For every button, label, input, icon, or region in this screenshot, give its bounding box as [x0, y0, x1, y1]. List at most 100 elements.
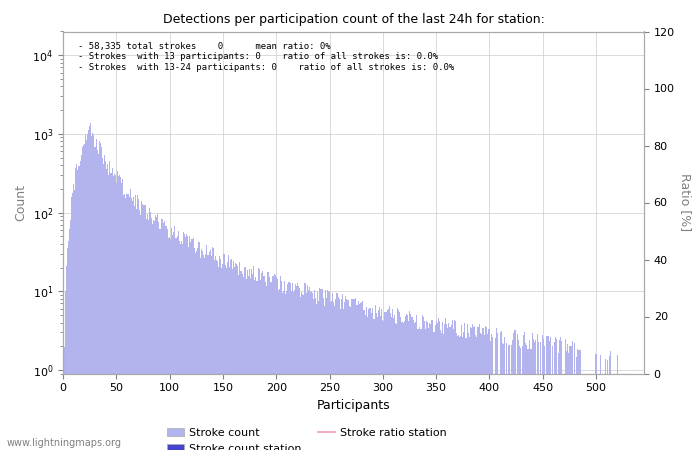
Bar: [605, 359, 606, 450]
Bar: [365, 315, 366, 450]
Bar: [84, 144, 85, 450]
Bar: [410, 314, 411, 450]
Bar: [523, 335, 524, 450]
Bar: [550, 337, 551, 450]
Bar: [266, 286, 267, 450]
Bar: [172, 234, 174, 450]
Bar: [73, 184, 74, 450]
Bar: [413, 320, 414, 450]
Bar: [399, 312, 400, 450]
Bar: [522, 346, 523, 450]
Bar: [295, 284, 296, 450]
Bar: [391, 317, 392, 450]
Bar: [379, 306, 380, 450]
Bar: [181, 241, 182, 450]
Bar: [500, 331, 502, 450]
Bar: [455, 321, 456, 450]
Bar: [457, 336, 458, 450]
Bar: [102, 158, 103, 450]
Bar: [538, 342, 539, 450]
Bar: [139, 210, 140, 450]
Bar: [281, 281, 282, 450]
Bar: [233, 261, 234, 450]
Bar: [74, 190, 76, 450]
Bar: [348, 300, 349, 450]
Bar: [229, 267, 230, 450]
Bar: [572, 341, 573, 450]
Bar: [87, 135, 88, 450]
Bar: [394, 315, 395, 450]
Bar: [116, 183, 117, 450]
Bar: [509, 345, 510, 450]
Bar: [117, 171, 118, 450]
Bar: [395, 323, 396, 450]
Bar: [415, 322, 416, 450]
Bar: [239, 262, 241, 450]
Bar: [452, 320, 453, 450]
Bar: [94, 148, 95, 450]
Bar: [504, 337, 505, 450]
Bar: [234, 267, 235, 450]
Bar: [426, 321, 427, 450]
Bar: [297, 283, 298, 450]
Bar: [83, 145, 84, 450]
Bar: [310, 292, 311, 450]
Bar: [576, 357, 578, 450]
Bar: [351, 299, 352, 450]
Bar: [243, 278, 244, 450]
Bar: [425, 329, 426, 450]
Bar: [380, 316, 382, 450]
Bar: [568, 353, 569, 450]
Bar: [431, 320, 433, 450]
Bar: [209, 250, 211, 450]
Bar: [250, 278, 251, 450]
Bar: [439, 321, 440, 450]
Bar: [411, 317, 412, 450]
Bar: [176, 236, 178, 450]
Bar: [71, 197, 72, 450]
Bar: [349, 306, 350, 450]
Bar: [460, 336, 461, 450]
Bar: [93, 135, 95, 450]
Bar: [142, 204, 144, 450]
Bar: [447, 328, 449, 450]
Bar: [207, 256, 209, 450]
Bar: [109, 161, 111, 450]
Bar: [341, 299, 342, 450]
Bar: [205, 254, 206, 450]
Bar: [482, 328, 484, 450]
Bar: [246, 279, 247, 450]
Bar: [326, 298, 327, 450]
Bar: [316, 304, 317, 450]
Bar: [196, 251, 197, 450]
Bar: [330, 302, 331, 450]
Bar: [405, 316, 406, 450]
Bar: [363, 310, 364, 450]
Bar: [97, 154, 99, 450]
Bar: [476, 337, 477, 450]
Bar: [578, 351, 580, 450]
X-axis label: Participants: Participants: [316, 399, 391, 412]
Bar: [119, 175, 120, 450]
Bar: [211, 247, 213, 450]
Bar: [554, 342, 555, 450]
Bar: [309, 288, 310, 450]
Bar: [313, 299, 314, 450]
Text: - 58,335 total strokes    0      mean ratio: 0%
- Strokes  with 13 participants:: - 58,335 total strokes 0 mean ratio: 0% …: [78, 42, 454, 72]
Bar: [466, 324, 468, 450]
Bar: [459, 338, 460, 450]
Y-axis label: Ratio [%]: Ratio [%]: [678, 173, 692, 232]
Bar: [120, 177, 121, 450]
Bar: [345, 297, 346, 450]
Bar: [513, 333, 514, 450]
Bar: [293, 292, 294, 450]
Bar: [478, 327, 480, 450]
Bar: [433, 332, 435, 450]
Bar: [456, 333, 457, 450]
Bar: [122, 179, 123, 450]
Bar: [274, 275, 276, 450]
Bar: [331, 301, 332, 450]
Bar: [155, 215, 156, 450]
Bar: [404, 321, 405, 450]
Bar: [372, 319, 374, 450]
